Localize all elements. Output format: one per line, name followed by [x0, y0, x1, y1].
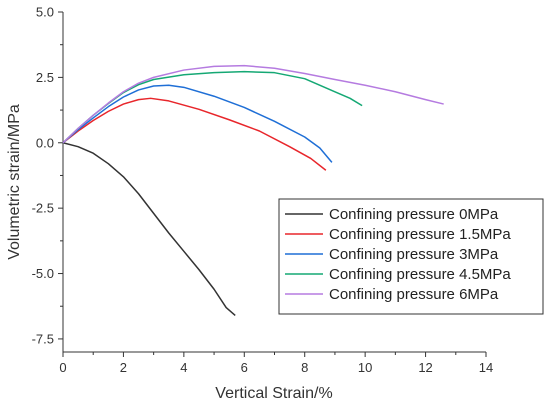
legend-label-0: Confining pressure 0MPa [329, 206, 499, 223]
series-line-2 [62, 84, 333, 163]
x-tick-label: 8 [301, 360, 308, 375]
y-tick-label: -2.5 [32, 201, 54, 216]
x-tick-label: 12 [418, 360, 432, 375]
x-axis-title: Vertical Strain/% [215, 385, 332, 402]
y-axis-title: Volumetric strain/MPa [6, 104, 23, 260]
y-tick-label: 5.0 [36, 5, 54, 20]
y-tick-label: 0.0 [36, 135, 54, 150]
y-tick-label: -5.0 [32, 266, 54, 281]
y-tick-label: 2.5 [36, 70, 54, 85]
x-tick-label: 2 [120, 360, 127, 375]
legend-label-3: Confining pressure 4.5MPa [329, 266, 511, 283]
legend: Confining pressure 0MPa Confining pressur… [278, 198, 544, 315]
legend-box [278, 198, 544, 315]
series-line-1 [62, 97, 327, 171]
x-tick-label: 10 [358, 360, 372, 375]
series-group [62, 64, 444, 316]
legend-label-4: Confining pressure 6MPa [329, 286, 499, 303]
y-tick-label: -7.5 [32, 331, 54, 346]
legend-label-1: Confining pressure 1.5MPa [329, 226, 511, 243]
series-line-0 [62, 142, 236, 316]
series-line-4 [62, 64, 444, 144]
x-tick-label: 6 [241, 360, 248, 375]
x-tick-label: 0 [59, 360, 66, 375]
axes: 0 2 4 6 8 10 12 14 -7.5 -5.0 -2.5 0.0 2.5 5.0 [32, 5, 494, 376]
x-tick-label: 14 [479, 360, 493, 375]
legend-label-2: Confining pressure 3MPa [329, 246, 499, 263]
x-tick-label: 4 [180, 360, 187, 375]
